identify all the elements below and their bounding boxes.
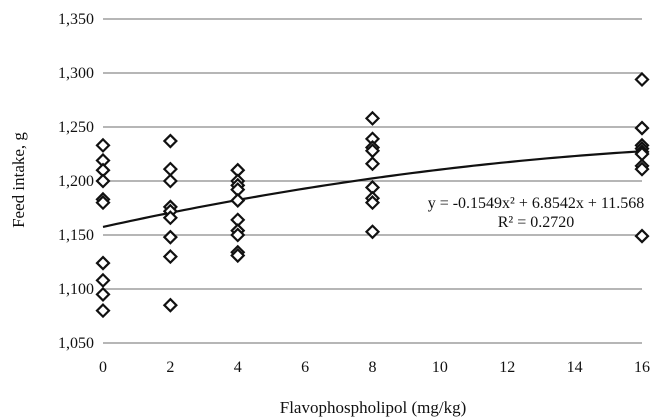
data-point bbox=[364, 156, 381, 172]
data-point bbox=[95, 195, 111, 211]
y-tick-label: 1,200 bbox=[58, 173, 94, 190]
x-tick-label: 10 bbox=[432, 359, 448, 376]
data-point bbox=[230, 192, 246, 208]
y-tick-label: 1,350 bbox=[58, 11, 94, 28]
trendline-r-squared: R² = 0.2720 bbox=[498, 214, 575, 231]
x-tick-label: 0 bbox=[99, 359, 107, 376]
data-point bbox=[364, 224, 381, 240]
data-point bbox=[230, 247, 246, 264]
trendline bbox=[102, 150, 643, 228]
trendline-equation: y = -0.1549x² + 6.8542x + 11.568 bbox=[428, 195, 645, 212]
data-point bbox=[364, 195, 381, 211]
data-point bbox=[162, 173, 178, 189]
x-axis-title: Flavophospholipol (mg/kg) bbox=[280, 398, 467, 417]
x-tick-label: 4 bbox=[234, 359, 242, 376]
data-point bbox=[162, 161, 178, 177]
data-point bbox=[230, 227, 246, 243]
x-tick-label: 16 bbox=[634, 359, 650, 376]
data-point bbox=[95, 286, 111, 302]
data-point bbox=[95, 173, 111, 189]
data-point bbox=[162, 133, 178, 149]
y-tick-label: 1,100 bbox=[58, 281, 94, 298]
x-tick-label: 14 bbox=[567, 359, 583, 376]
y-tick-labels: 1,050 1,100 1,150 1,200 1,250 1,300 1,350 bbox=[58, 11, 94, 352]
data-point bbox=[162, 229, 178, 245]
data-point bbox=[162, 210, 178, 226]
data-point bbox=[634, 228, 650, 244]
x-tick-label: 12 bbox=[499, 359, 515, 376]
data-point bbox=[95, 255, 111, 271]
y-tick-label: 1,150 bbox=[58, 227, 94, 244]
x-tick-label: 6 bbox=[301, 359, 309, 376]
y-tick-label: 1,250 bbox=[58, 119, 94, 136]
data-point bbox=[634, 120, 650, 136]
y-axis-title: Feed intake, g bbox=[9, 132, 28, 228]
data-point bbox=[634, 71, 650, 88]
data-points bbox=[95, 71, 650, 319]
data-point bbox=[95, 272, 111, 288]
data-point bbox=[634, 161, 650, 177]
data-point bbox=[162, 249, 178, 265]
data-point bbox=[162, 297, 178, 313]
x-tick-label: 2 bbox=[166, 359, 174, 376]
x-tick-labels: 0 2 4 6 8 10 12 14 16 bbox=[99, 359, 650, 376]
x-tick-label: 8 bbox=[369, 359, 377, 376]
y-tick-label: 1,300 bbox=[58, 65, 94, 82]
data-point bbox=[95, 137, 111, 153]
data-point bbox=[95, 303, 111, 319]
y-tick-label: 1,050 bbox=[58, 335, 94, 352]
data-point bbox=[364, 110, 381, 126]
